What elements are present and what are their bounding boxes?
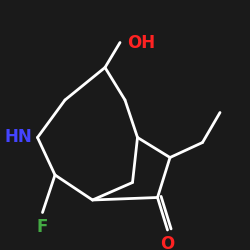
Text: F: F	[37, 218, 48, 236]
Text: HN: HN	[5, 128, 32, 146]
Text: O: O	[160, 235, 174, 250]
Text: OH: OH	[128, 34, 156, 52]
